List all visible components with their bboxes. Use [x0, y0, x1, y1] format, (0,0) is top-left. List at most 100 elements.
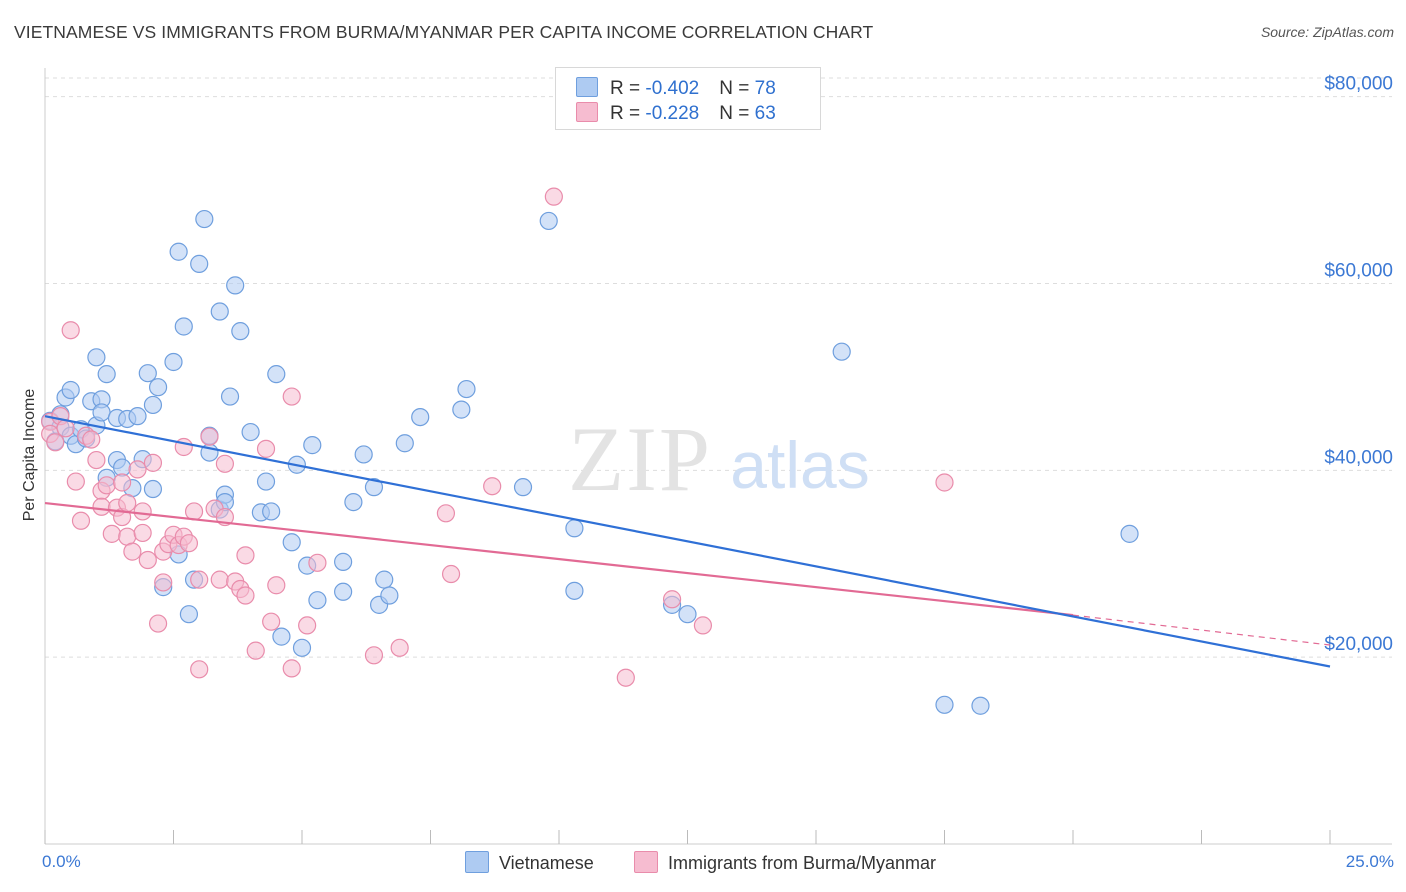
vietnamese-point [210, 302, 229, 321]
grid-lines [45, 77, 1392, 658]
legend-r-value: -0.402 [645, 78, 700, 99]
vietnamese-point [308, 591, 327, 610]
vietnamese-point [143, 479, 163, 499]
vietnamese-point [97, 365, 116, 384]
vietnamese-point [1120, 524, 1139, 543]
bottom-legend-label: Immigrants from Burma/Myanmar [668, 853, 937, 873]
y-tick-label: $40,000 [1324, 447, 1393, 468]
vietnamese-point [971, 696, 990, 715]
legend-row-vietnamese: R = -0.402 N = 78 [576, 77, 776, 101]
vietnamese-point [935, 695, 954, 714]
legend-n-value: 78 [754, 78, 776, 99]
y-tick-label: $80,000 [1324, 74, 1393, 95]
y-tick-labels: $20,000 $40,000 $60,000 $80,000 [1324, 74, 1393, 655]
vietnamese-point [169, 242, 188, 261]
legend-r-label: R = [610, 103, 646, 124]
bottom-legend-swatch-blue [465, 851, 489, 873]
burma-point [138, 550, 157, 570]
y-tick-label: $20,000 [1324, 634, 1393, 655]
vietnamese-point [267, 365, 286, 384]
burma-point [123, 542, 142, 561]
burma-point [87, 450, 106, 470]
series-burma-points [41, 187, 954, 687]
legend-row-burma: R = -0.228 N = 63 [576, 102, 776, 126]
burma-point [436, 504, 456, 523]
burma-point [441, 564, 461, 584]
burma-point [364, 646, 384, 665]
vietnamese-point [256, 472, 276, 491]
burma-point [143, 453, 163, 472]
vietnamese-point [565, 519, 584, 538]
burma-point [112, 473, 132, 492]
burma-point [215, 454, 234, 473]
burma-point [133, 523, 152, 543]
vietnamese-point [272, 627, 291, 646]
legend-n-label: N = [719, 78, 755, 99]
burma-point [82, 430, 101, 449]
burma-point [61, 321, 80, 340]
burma-point [200, 427, 219, 446]
burma-point [236, 586, 255, 605]
vietnamese-point [364, 478, 384, 497]
vietnamese-point [457, 379, 476, 399]
burma-point [133, 502, 152, 521]
vietnamese-point [565, 581, 584, 600]
vietnamese-point [452, 400, 471, 419]
burma-point [66, 472, 85, 491]
axes [44, 68, 1392, 845]
watermark-zip: ZIP [568, 408, 712, 510]
burma-point [46, 433, 65, 452]
vietnamese-point [334, 582, 353, 601]
vietnamese-point [143, 395, 163, 415]
vietnamese-point [231, 322, 250, 341]
bottom-legend-label: Vietnamese [499, 853, 594, 873]
burma-point [262, 612, 281, 631]
vietnamese-point [195, 209, 214, 229]
vietnamese-point [395, 434, 414, 453]
vietnamese-point [138, 364, 157, 383]
vietnamese-point [344, 493, 363, 512]
vietnamese-point [354, 445, 373, 464]
burma-point [616, 668, 635, 687]
source-credit: Source: ZipAtlas.com [1260, 24, 1394, 40]
vietnamese-point [303, 436, 322, 455]
vietnamese-point [380, 586, 399, 605]
x-min-label: 0.0% [42, 852, 81, 871]
vietnamese-point [292, 638, 312, 657]
bottom-legend-burma: Immigrants from Burma/Myanmar [634, 851, 936, 874]
vietnamese-point [282, 533, 301, 552]
burma-point [308, 553, 327, 572]
vietnamese-point [226, 276, 245, 295]
vietnamese-point [92, 403, 111, 422]
vietnamese-point [174, 317, 193, 336]
burma-point [148, 614, 168, 633]
watermark: ZIP atlas [568, 408, 870, 510]
trend-lines [44, 415, 1331, 668]
legend-r-value: -0.228 [645, 103, 700, 124]
vietnamese-point [164, 352, 183, 372]
burma-point [662, 590, 682, 609]
vietnamese-point [148, 378, 168, 397]
burma-point [118, 493, 137, 513]
burma-point [267, 576, 286, 595]
burma-point [282, 387, 301, 406]
bottom-legend-vietnamese: Vietnamese [465, 851, 594, 874]
vietnamese-point [375, 570, 394, 589]
vietnamese-point [262, 502, 281, 521]
vietnamese-trend-line [44, 415, 1331, 668]
vietnamese-point [411, 407, 430, 427]
x-max-label: 25.0% [1345, 852, 1394, 871]
correlation-legend: R = -0.402 N = 78 R = -0.228 N = 63 [555, 67, 821, 130]
chart-title: VIETNAMESE VS IMMIGRANTS FROM BURMA/MYAN… [14, 22, 874, 42]
burma-point [282, 659, 301, 678]
vietnamese-point [678, 605, 697, 624]
watermark-atlas: atlas [730, 428, 869, 502]
burma-point [390, 638, 409, 657]
legend-n-label: N = [719, 103, 755, 124]
burma-point [92, 497, 111, 516]
burma-point [102, 524, 121, 543]
legend-swatch-pink [576, 102, 598, 122]
burma-point [97, 476, 116, 495]
legend-r-label: R = [610, 78, 646, 99]
